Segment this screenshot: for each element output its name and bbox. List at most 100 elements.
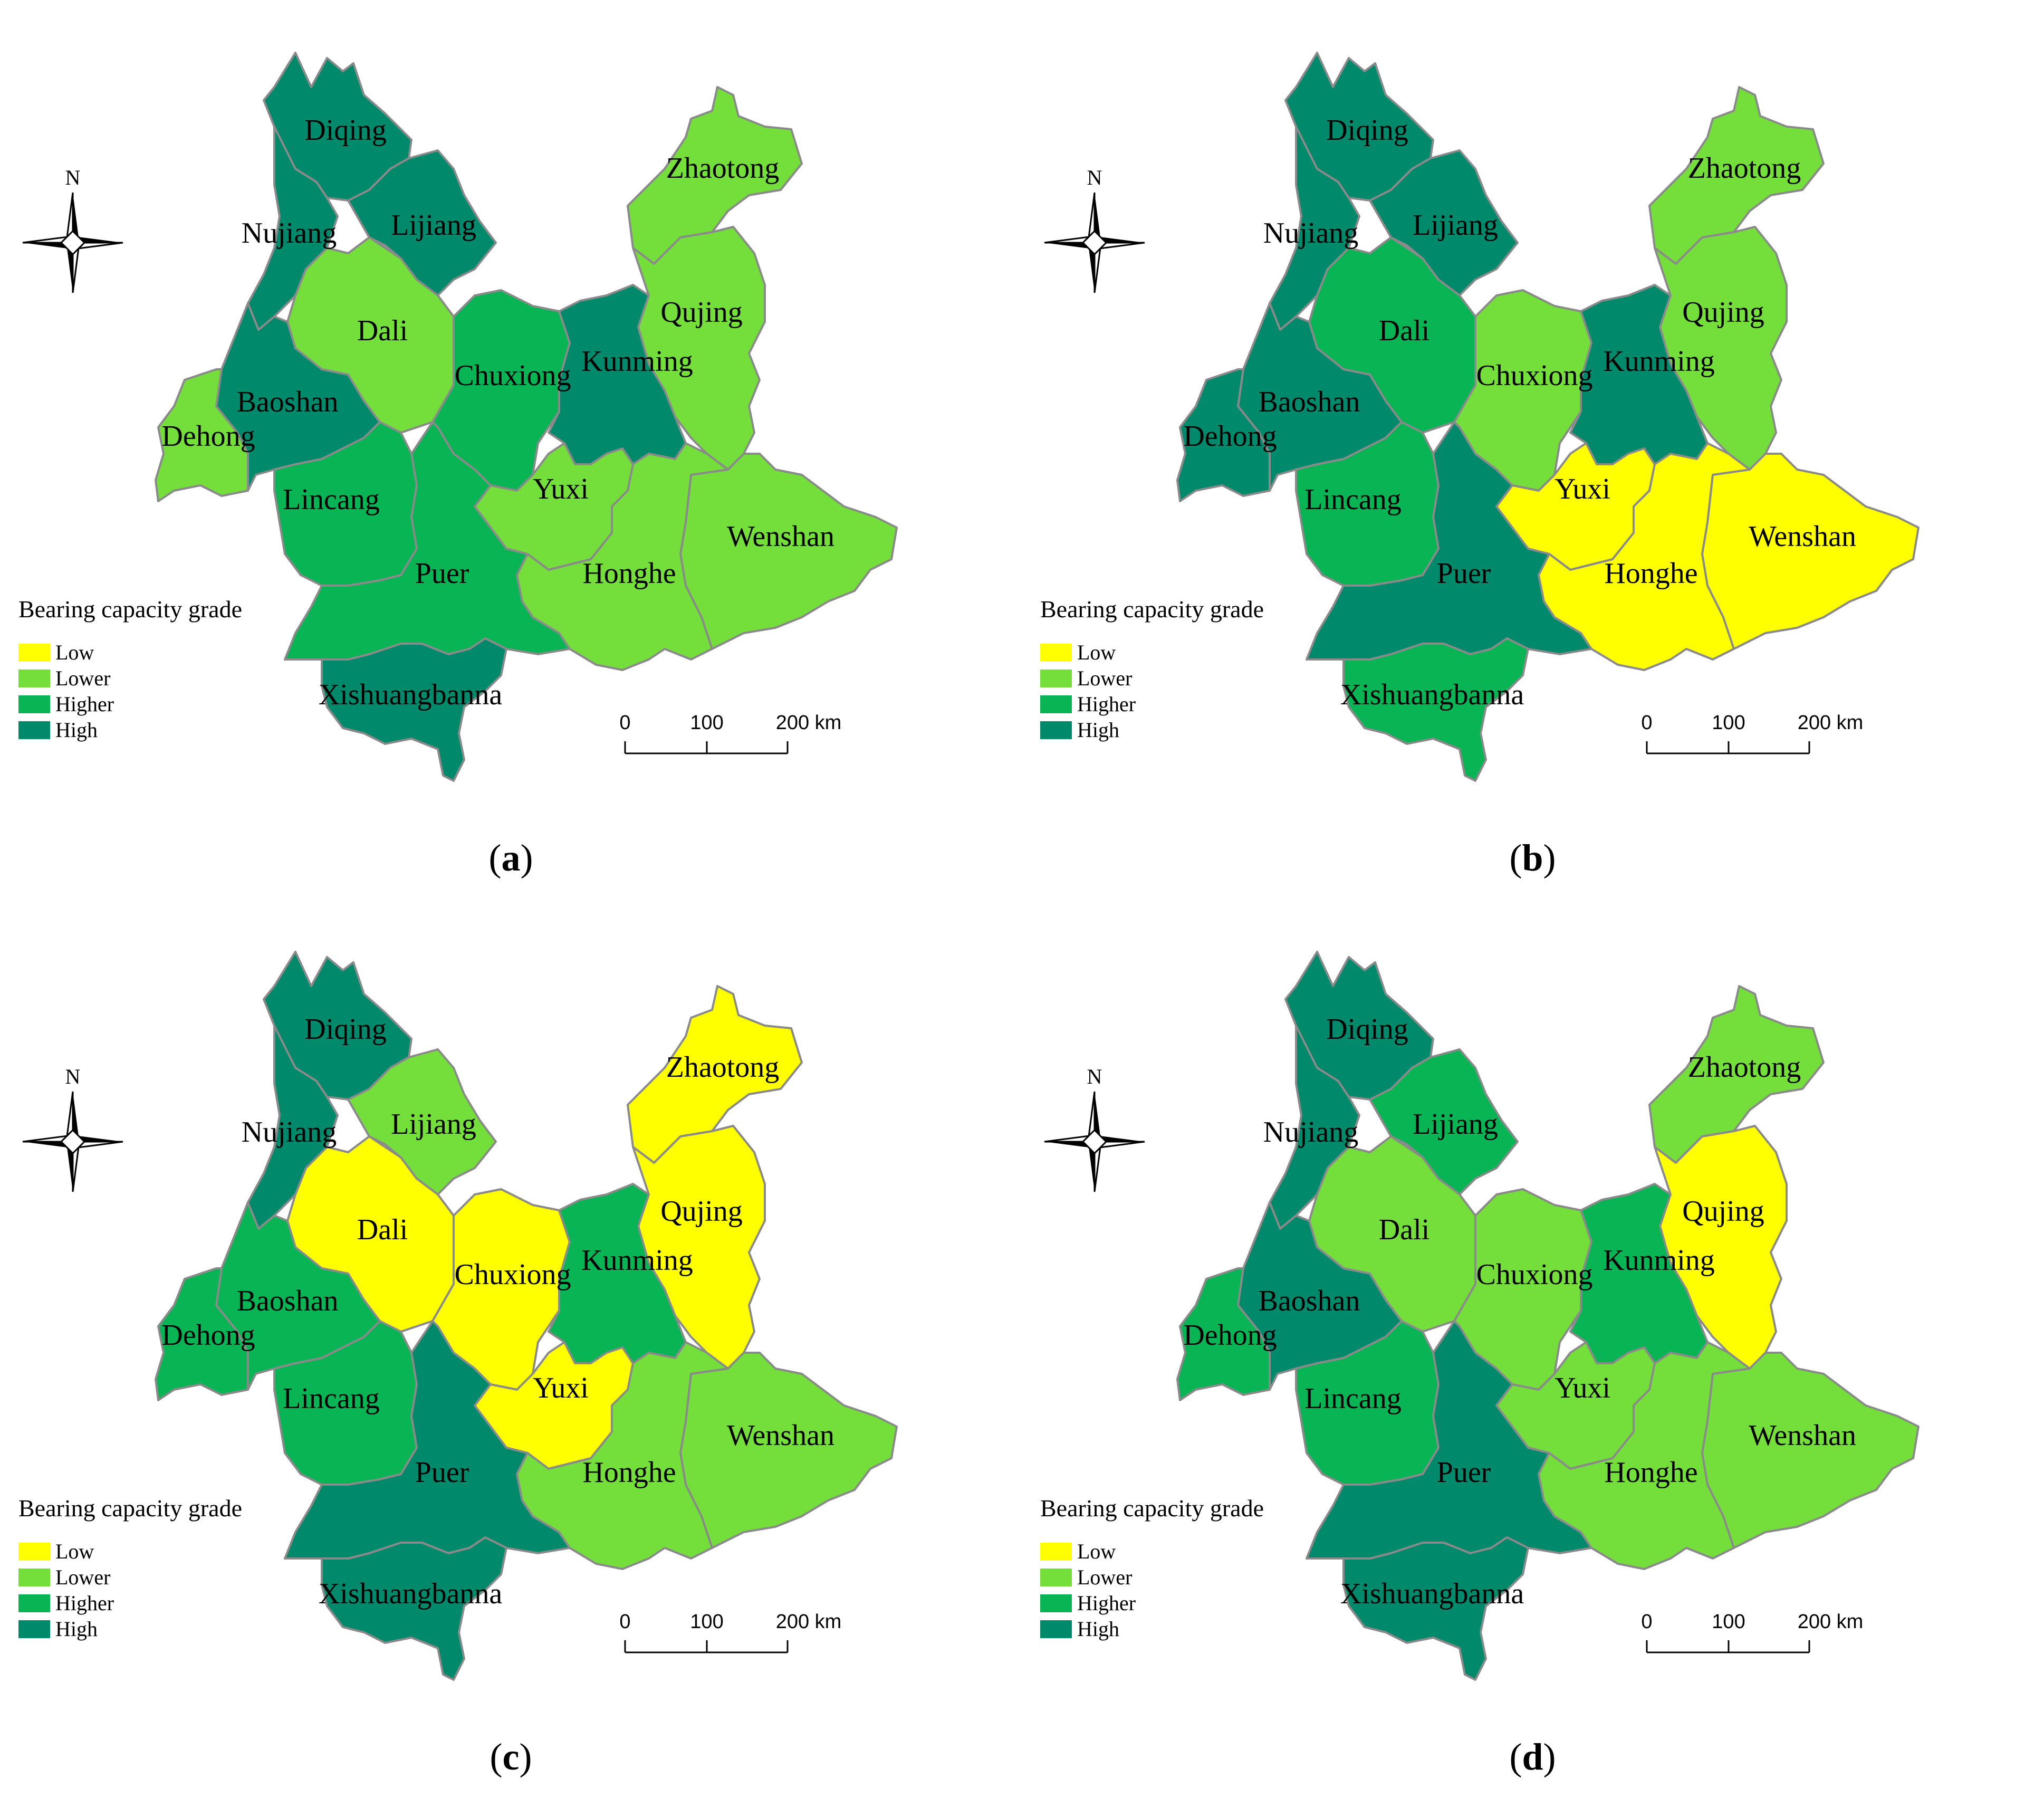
region-label-baoshan: Baoshan: [1259, 1285, 1360, 1317]
scale-tick-label: 0: [619, 712, 630, 734]
region-label-lijiang: Lijiang: [391, 1108, 476, 1141]
north-label: N: [1087, 1065, 1102, 1088]
region-label-dehong: Dehong: [1183, 1319, 1277, 1352]
legend-label-lower: Lower: [55, 1565, 110, 1589]
region-label-wenshan: Wenshan: [1749, 1419, 1856, 1452]
legend-swatch-lower: [1040, 670, 1072, 687]
region-label-baoshan: Baoshan: [237, 1285, 339, 1317]
region-label-wenshan: Wenshan: [1749, 520, 1856, 553]
region-label-honghe: Honghe: [1604, 557, 1697, 590]
region-label-diqing: Diqing: [304, 1013, 387, 1046]
region-label-nujiang: Nujiang: [1263, 217, 1358, 250]
scale-tick-label: 100: [690, 712, 723, 734]
region-xishuangbanna: [1342, 1536, 1529, 1681]
north-label: N: [65, 1065, 81, 1088]
region-label-chuxiong: Chuxiong: [455, 1258, 571, 1291]
panel-caption: (a): [0, 836, 1022, 880]
region-dehong: [1176, 368, 1271, 502]
legend-label-higher: Higher: [55, 692, 114, 716]
scale-bar: 0 100 200 km: [619, 1611, 841, 1653]
region-label-dehong: Dehong: [161, 1319, 255, 1352]
region-label-yuxi: Yuxi: [1554, 473, 1610, 505]
legend-title: Bearing capacity grade: [1040, 596, 1264, 623]
region-label-dehong: Dehong: [161, 420, 255, 453]
north-arrow-icon: [22, 1091, 123, 1192]
region-label-zhaotong: Zhaotong: [1688, 152, 1801, 185]
caption-letter: b: [1522, 837, 1543, 879]
legend-label-low: Low: [55, 1539, 94, 1563]
region-label-nujiang: Nujiang: [242, 1116, 337, 1149]
map-panel-d: Diqing Nujiang Lijiang Zhaotong Dali Qujing Ba…: [1022, 899, 2043, 1798]
region-label-dali: Dali: [1379, 314, 1429, 347]
region-label-nujiang: Nujiang: [1263, 1116, 1358, 1149]
region-label-baoshan: Baoshan: [1259, 386, 1360, 418]
caption-open-paren: (: [1509, 1736, 1522, 1778]
north-arrow-icon: [1044, 1091, 1145, 1192]
caption-letter: c: [502, 1736, 520, 1778]
region-label-lincang: Lincang: [1304, 1382, 1401, 1415]
region-lijiang: [1369, 149, 1519, 297]
caption-open-paren: (: [490, 1736, 503, 1778]
region-label-xishuangbanna: Xishuangbanna: [319, 678, 503, 711]
caption-close-paren: ): [1543, 837, 1556, 879]
yunnan-map-c: Diqing Nujiang Lijiang Zhaotong Dali Qujing Ba…: [18, 951, 898, 1681]
legend-label-lower: Lower: [1077, 666, 1132, 690]
region-layer: [1176, 951, 1920, 1681]
region-label-lijiang: Lijiang: [391, 209, 476, 242]
legend-label-higher: Higher: [1077, 1591, 1136, 1615]
caption-letter: d: [1522, 1736, 1543, 1778]
region-xishuangbanna: [321, 637, 507, 782]
legend-swatch-low: [18, 1543, 50, 1561]
region-label-xishuangbanna: Xishuangbanna: [319, 1577, 503, 1610]
scale-tick-label: 200 km: [1798, 712, 1864, 734]
region-label-yuxi: Yuxi: [1554, 1372, 1610, 1404]
yunnan-map-b: Diqing Nujiang Lijiang Zhaotong Dali Qujing Ba…: [1040, 52, 1920, 782]
scale-tick-label: 100: [1712, 712, 1745, 734]
legend-swatch-lower: [18, 1569, 50, 1586]
region-label-diqing: Diqing: [1326, 1013, 1408, 1046]
legend-title: Bearing capacity grade: [1040, 1495, 1264, 1522]
region-nujiang: [1269, 126, 1360, 331]
legend-swatch-lower: [1040, 1569, 1072, 1586]
legend-swatch-higher: [1040, 1594, 1072, 1612]
legend-label-low: Low: [55, 640, 94, 664]
legend-label-low: Low: [1077, 1539, 1116, 1563]
region-label-nujiang: Nujiang: [242, 217, 337, 250]
legend-swatch-higher: [1040, 695, 1072, 713]
region-label-kunming: Kunming: [581, 345, 693, 378]
scale-tick-label: 100: [690, 1611, 723, 1633]
north-label: N: [65, 166, 81, 189]
region-label-yuxi: Yuxi: [533, 473, 589, 505]
legend-swatch-low: [1040, 644, 1072, 662]
region-label-wenshan: Wenshan: [727, 1419, 834, 1452]
caption-open-paren: (: [488, 837, 502, 879]
legend-swatch-higher: [18, 695, 50, 713]
region-label-zhaotong: Zhaotong: [666, 1051, 780, 1084]
legend-title: Bearing capacity grade: [18, 596, 242, 623]
region-honghe: [1538, 1341, 1751, 1570]
caption-letter: a: [501, 837, 521, 879]
north-label: N: [1087, 166, 1102, 189]
region-dehong: [1176, 1267, 1271, 1401]
caption-open-paren: (: [1509, 837, 1522, 879]
region-label-qujing: Qujing: [660, 1195, 743, 1228]
caption-close-paren: ): [519, 1736, 532, 1778]
legend-label-higher: Higher: [1077, 692, 1136, 716]
region-label-lijiang: Lijiang: [1413, 209, 1498, 242]
legend-label-high: High: [55, 718, 98, 742]
region-label-chuxiong: Chuxiong: [1476, 359, 1593, 392]
region-label-honghe: Honghe: [1604, 1456, 1697, 1489]
region-label-diqing: Diqing: [1326, 114, 1408, 147]
region-nujiang: [247, 126, 339, 331]
region-dehong: [155, 368, 249, 502]
region-layer: [155, 951, 898, 1681]
region-honghe: [516, 442, 729, 671]
legend-title: Bearing capacity grade: [18, 1495, 242, 1522]
region-label-chuxiong: Chuxiong: [1476, 1258, 1593, 1291]
legend-label-high: High: [1077, 1617, 1119, 1641]
caption-close-paren: ): [1543, 1736, 1556, 1778]
region-label-baoshan: Baoshan: [237, 386, 339, 418]
scale-tick-label: 0: [1641, 1611, 1652, 1633]
